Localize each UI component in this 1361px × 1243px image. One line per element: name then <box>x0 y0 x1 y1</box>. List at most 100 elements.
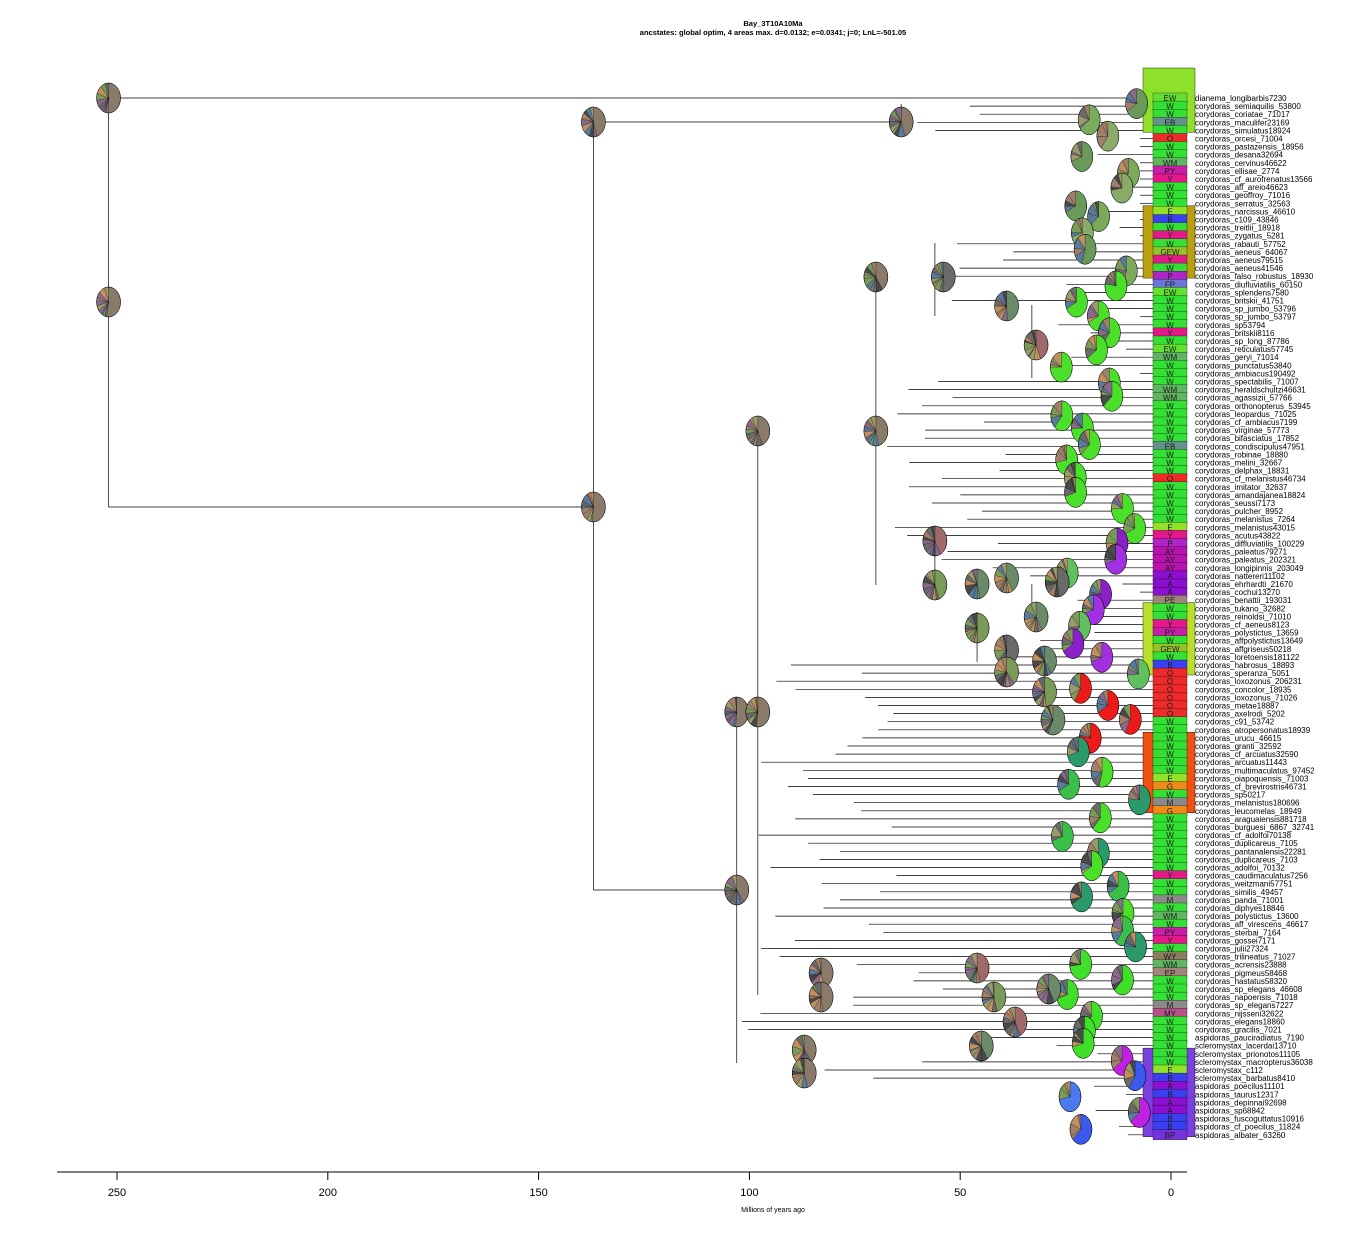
tip-state-code: W <box>1166 945 1174 954</box>
pie-outline <box>863 261 889 293</box>
tip-label: corydoras_melanistus_7264 <box>1195 515 1296 524</box>
tip-state-code: W <box>1166 313 1174 322</box>
pie-outline <box>964 568 990 600</box>
tip-label: corydoras_affgriseus50218 <box>1195 645 1292 654</box>
node-state-pie <box>1070 141 1094 172</box>
ancestral-state-pie <box>1040 704 1066 736</box>
pie-outline <box>981 981 1007 1013</box>
tip-label: corydoras_ellisae_2774 <box>1195 167 1280 176</box>
tip-label: corydoras_elegans18860 <box>1195 1017 1285 1026</box>
tip-state-code: WM <box>1163 353 1178 362</box>
pie-outline <box>863 415 889 447</box>
node-state-pie <box>1080 850 1103 881</box>
tip-state-code: AY <box>1165 556 1176 565</box>
tip-state-code: W <box>1166 491 1174 500</box>
tip-label: dianema_longibarbis7230 <box>1195 94 1287 103</box>
tip-state-code: Y <box>1167 872 1173 881</box>
tip-label: corydoras_caudimaculatus7256 <box>1195 872 1309 881</box>
ancestral-state-pie <box>581 491 606 523</box>
tip-state-code: W <box>1166 426 1174 435</box>
pie-outline <box>1125 88 1148 119</box>
node-state-pie <box>1125 88 1148 119</box>
pie-slice <box>756 696 770 728</box>
tip-state-code: W <box>1166 985 1174 994</box>
tip-state-code: Y <box>1167 256 1173 265</box>
tip-state-code: W <box>1166 750 1174 759</box>
tip-state-code: A <box>1167 580 1173 589</box>
node-state-pie <box>1070 881 1093 913</box>
tip-label: corydoras_diphyes18846 <box>1195 904 1285 913</box>
ancestral-state-pie <box>964 612 990 644</box>
tip-state-code: W <box>1166 847 1174 856</box>
tip-state-code: W <box>1166 515 1174 524</box>
tip-label: corydoras_granti_32592 <box>1195 742 1282 751</box>
tip-label: aspidoras_sp68842 <box>1195 1107 1265 1116</box>
tip-state-code: P <box>1167 272 1172 281</box>
tip-label: corydoras_ehrhardti_21670 <box>1195 580 1293 589</box>
ancestral-state-pie <box>745 415 771 447</box>
node-state-pie <box>1124 931 1147 963</box>
tip-state-code: PE <box>1165 596 1176 605</box>
tip-state-code: W <box>1166 418 1174 427</box>
tip-state-code: A <box>1167 1082 1173 1091</box>
ancestral-state-pie <box>994 656 1019 688</box>
tip-label: corydoras_benattii_193031 <box>1195 596 1292 605</box>
pie-slice <box>1006 290 1019 322</box>
pie-outline <box>1050 351 1073 383</box>
node-state-pie <box>1058 1081 1082 1113</box>
tip-state-code: W <box>1166 758 1174 767</box>
tip-state-code: W <box>1166 1034 1174 1043</box>
tip-state-code: E <box>1167 774 1172 783</box>
tip-label: corydoras_leopardus_71025 <box>1195 410 1297 419</box>
tip-label: corydoras_aeneus41546 <box>1195 264 1284 273</box>
tip-pies <box>1050 88 1151 1145</box>
tip-state-code: EW <box>1164 94 1177 103</box>
tip-label: corydoras_arcuatus11443 <box>1195 758 1287 767</box>
tip-state-code: Y <box>1167 531 1173 540</box>
tip-label: corydoras_polystictus_13600 <box>1195 912 1299 921</box>
tip-label: corydoras_speranza_5051 <box>1195 669 1290 678</box>
node-state-pie <box>1061 628 1085 659</box>
tip-state-code: GEW <box>1160 248 1180 257</box>
node-state-pie <box>1128 784 1151 816</box>
tip-state-boxes: EWWWEBWOWWWMPYYWWWEBWYWGEWYWPFPEWWWWWYWE… <box>1142 67 1196 1140</box>
tip-label: corydoras_habrosus_18893 <box>1195 661 1295 670</box>
node-state-pie <box>1071 1028 1095 1059</box>
node-state-pie <box>1069 1114 1093 1145</box>
tip-label: corydoras_atropersonatus18939 <box>1195 726 1311 735</box>
tip-label: corydoras_loxozonus_206231 <box>1195 677 1302 686</box>
pie-outline <box>1032 676 1057 708</box>
tip-state-code: W <box>1166 791 1174 800</box>
tip-state-code: W <box>1166 199 1174 208</box>
tip-state-code: W <box>1166 823 1174 832</box>
pie-outline <box>96 82 121 114</box>
tip-state-code: EB <box>1165 442 1176 451</box>
tip-state-code: W <box>1166 240 1174 249</box>
tip-state-code: W <box>1166 102 1174 111</box>
pie-outline <box>1127 658 1150 690</box>
tip-state-code: W <box>1166 993 1174 1002</box>
tip-label: corydoras_aff_virescens_46617 <box>1195 920 1309 929</box>
tip-label: corydoras_desana32694 <box>1195 151 1284 160</box>
tip-label: corydoras_treitlii_18918 <box>1195 224 1280 233</box>
tip-state-code: A <box>1167 572 1173 581</box>
tip-label: corydoras_aff_areio46623 <box>1195 183 1288 192</box>
node-state-pie <box>1104 543 1127 575</box>
node-state-pie <box>1096 690 1120 721</box>
tip-state-code: M <box>1167 1001 1174 1010</box>
tip-state-code: W <box>1166 151 1174 160</box>
node-state-pie <box>1128 1097 1151 1128</box>
tip-state-code: WM <box>1163 394 1178 403</box>
tip-state-code: W <box>1166 1042 1174 1051</box>
tip-label: corydoras_rabauti_57752 <box>1195 240 1286 249</box>
pie-outline <box>1061 628 1085 659</box>
pie-outline <box>1087 201 1110 232</box>
tip-state-code: MY <box>1164 1009 1177 1018</box>
node-state-pie <box>1119 704 1142 735</box>
tip-label: corydoras_seussi7173 <box>1195 499 1276 508</box>
tip-state-code: O <box>1167 475 1173 484</box>
tip-state-code: EB <box>1165 118 1176 127</box>
tip-state-code: W <box>1166 410 1174 419</box>
tip-label: corydoras_narcissus_46610 <box>1195 207 1296 216</box>
node-state-pie <box>1051 821 1074 852</box>
